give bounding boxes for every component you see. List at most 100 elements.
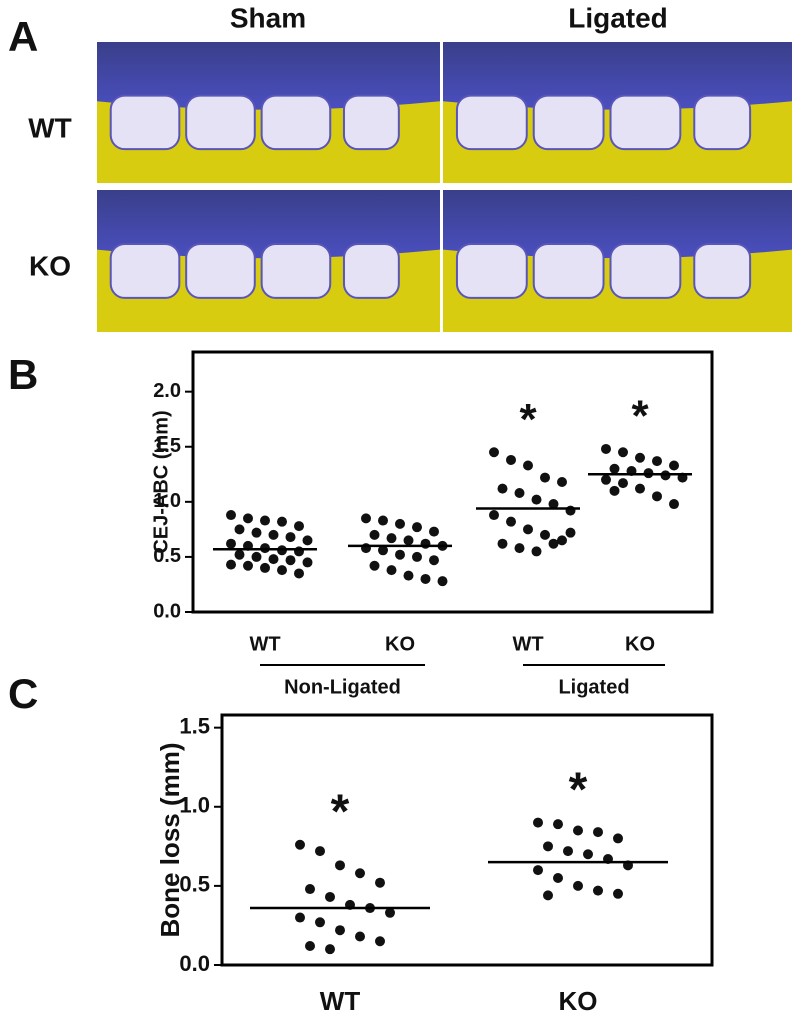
data-point: [523, 524, 533, 535]
data-point: [540, 472, 550, 483]
data-point: [234, 549, 245, 560]
gum: [443, 42, 792, 110]
data-point: [325, 891, 335, 902]
tooth: [260, 94, 332, 151]
data-point: [593, 827, 603, 838]
y-tick-label: 1.5: [179, 713, 210, 738]
tooth: [185, 94, 256, 151]
row-label: KO: [29, 250, 71, 281]
group-label: Non-Ligated: [284, 676, 401, 698]
data-point: [277, 516, 287, 527]
data-point: [533, 817, 543, 828]
data-point: [403, 535, 414, 546]
data-point: [553, 819, 563, 830]
data-point: [593, 885, 603, 896]
data-point: [609, 485, 620, 496]
data-point: [669, 460, 679, 471]
plot-frame: [191, 350, 714, 614]
tooth: [260, 242, 332, 299]
significance-star: *: [631, 392, 649, 441]
data-point: [369, 529, 380, 540]
data-point: [565, 505, 576, 516]
data-point: [412, 551, 422, 562]
data-point: [294, 568, 304, 579]
plot-frame: [220, 713, 714, 967]
data-point: [251, 551, 262, 562]
x-tick-label: KO: [559, 986, 598, 1016]
data-point: [540, 529, 550, 540]
y-tick-label: 0.0: [179, 951, 210, 976]
data-point: [573, 880, 583, 891]
tooth: [693, 242, 752, 299]
data-point: [277, 565, 287, 576]
tooth: [609, 242, 682, 299]
data-point: [514, 543, 525, 554]
data-point: [420, 573, 431, 584]
tooth: [109, 242, 181, 299]
tooth: [609, 94, 682, 151]
data-point: [618, 447, 628, 458]
data-point: [635, 452, 645, 463]
data-point: [234, 524, 245, 535]
tooth: [532, 94, 605, 151]
data-point: [361, 543, 371, 554]
x-tick-label: WT: [320, 986, 361, 1016]
y-tick-label: 1.5: [153, 435, 181, 457]
data-point: [335, 860, 345, 871]
data-point: [243, 560, 253, 571]
y-tick-label: 1.0: [179, 793, 210, 818]
row-label: WT: [28, 112, 72, 143]
data-point: [226, 538, 236, 549]
photo-panel: [97, 42, 792, 332]
data-point: [613, 833, 623, 844]
data-point: [294, 546, 304, 557]
column-label: Ligated: [568, 2, 668, 33]
data-point: [429, 526, 439, 537]
data-point: [506, 454, 516, 465]
data-point: [497, 538, 508, 549]
gum: [97, 42, 440, 110]
data-point: [386, 533, 397, 544]
data-point: [543, 841, 553, 852]
data-point: [557, 477, 567, 487]
data-point: [302, 557, 313, 568]
data-point: [295, 839, 305, 850]
panel-letter: A: [8, 13, 38, 60]
data-point: [268, 529, 279, 540]
data-point: [369, 560, 380, 571]
data-point: [375, 877, 385, 888]
data-point: [305, 884, 315, 895]
tooth: [693, 94, 752, 151]
data-point: [315, 917, 325, 928]
y-axis-label: CEJ-ABC (mm): [150, 410, 172, 553]
data-point: [355, 868, 365, 879]
data-point: [531, 546, 542, 557]
tooth: [109, 94, 181, 151]
data-point: [437, 576, 448, 587]
data-point: [386, 565, 397, 576]
x-tick-label: WT: [249, 633, 280, 655]
y-axis-label: Bone loss (mm): [155, 742, 185, 937]
data-point: [385, 907, 395, 918]
data-point: [260, 562, 270, 573]
data-point: [335, 925, 345, 936]
data-point: [378, 515, 388, 526]
data-point: [613, 888, 623, 899]
data-point: [226, 559, 236, 570]
x-tick-label: KO: [625, 633, 655, 655]
data-point: [497, 483, 508, 494]
data-point: [635, 483, 645, 494]
gum: [443, 190, 792, 259]
data-point: [523, 460, 533, 471]
data-point: [302, 535, 313, 546]
data-point: [514, 488, 525, 499]
data-point: [548, 499, 559, 510]
tooth: [532, 242, 605, 299]
data-point: [601, 474, 611, 485]
group-label: Ligated: [558, 676, 629, 698]
data-point: [325, 944, 335, 955]
column-label: Sham: [230, 2, 306, 33]
y-tick-label: 1.0: [153, 490, 181, 512]
data-point: [489, 447, 499, 458]
